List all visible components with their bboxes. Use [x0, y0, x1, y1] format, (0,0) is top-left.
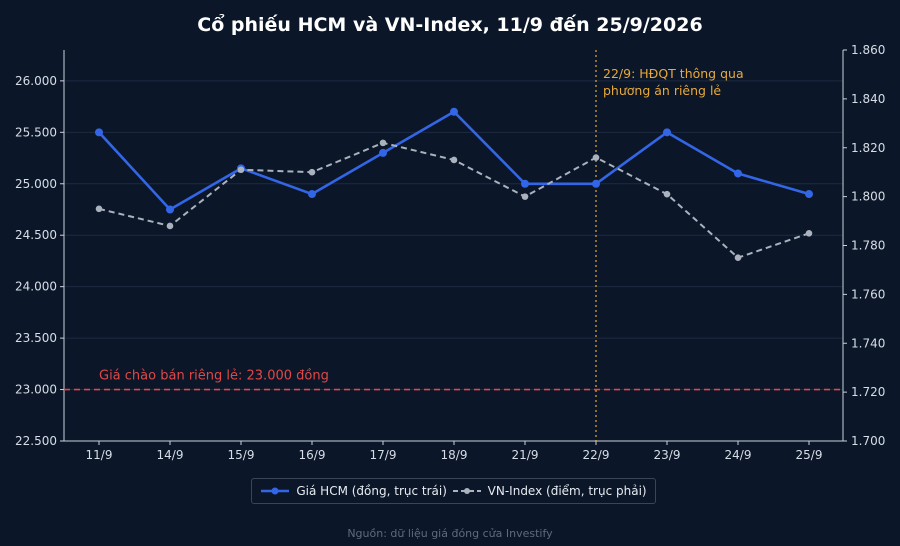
x-tick-label: 14/9	[157, 448, 184, 462]
y-left-tick-label: 25.500	[15, 125, 57, 139]
data-point-hcm	[592, 179, 600, 188]
data-point-hcm	[95, 128, 103, 137]
x-tick-label: 25/9	[796, 448, 823, 462]
y-left-tick-label: 26.000	[15, 74, 57, 88]
y-left-tick-label: 23.000	[15, 383, 57, 397]
legend-label-vnindex: VN-Index (điểm, trục phải)	[487, 484, 647, 498]
legend-item-hcm: Giá HCM (đồng, trục trái)	[260, 484, 447, 498]
x-tick-label: 24/9	[725, 448, 752, 462]
data-point-vnindex	[663, 190, 671, 198]
data-point-vnindex	[592, 154, 600, 161]
data-point-vnindex	[521, 193, 529, 200]
data-point-vnindex	[379, 139, 387, 147]
data-point-hcm	[663, 128, 671, 137]
x-tick-label: 22/9	[583, 448, 610, 462]
event-label: phương án riêng lẻ	[603, 83, 721, 98]
y-right-tick-label: 1.860	[851, 43, 885, 57]
data-point-vnindex	[237, 166, 245, 174]
data-point-vnindex	[734, 254, 742, 262]
data-point-hcm	[521, 179, 529, 188]
x-tick-label: 17/9	[370, 448, 397, 462]
x-tick-label: 23/9	[654, 448, 681, 462]
x-tick-label: 16/9	[299, 448, 326, 462]
y-right-tick-label: 1.800	[851, 190, 885, 204]
data-point-hcm	[734, 169, 742, 178]
y-right-tick-label: 1.840	[851, 92, 885, 106]
y-right-tick-label: 1.780	[851, 239, 885, 253]
data-point-hcm	[805, 190, 813, 199]
legend-item-vnindex: VN-Index (điểm, trục phải)	[452, 484, 647, 498]
y-left-tick-label: 24.500	[15, 228, 57, 242]
data-point-vnindex	[805, 229, 813, 237]
legend-swatch-hcm	[261, 487, 290, 495]
y-left-tick-label: 25.000	[15, 177, 57, 191]
y-right-tick-label: 1.720	[851, 385, 885, 399]
y-right-tick-label: 1.700	[851, 434, 885, 448]
data-point-vnindex	[450, 156, 458, 164]
chart-title: Cổ phiếu HCM và VN-Index, 11/9 đến 25/9/…	[197, 14, 703, 36]
data-point-vnindex	[166, 222, 174, 230]
data-point-vnindex	[95, 205, 103, 213]
source-note: Nguồn: dữ liệu giá đóng cửa Investify	[347, 527, 553, 540]
legend-label-hcm: Giá HCM (đồng, trục trái)	[296, 484, 447, 498]
data-point-hcm	[308, 190, 316, 199]
x-tick-label: 11/9	[86, 448, 113, 462]
x-tick-label: 18/9	[441, 448, 468, 462]
data-point-hcm	[379, 148, 387, 157]
x-tick-label: 21/9	[512, 448, 539, 462]
y-left-tick-label: 22.500	[15, 434, 57, 448]
y-right-tick-label: 1.740	[851, 336, 885, 350]
legend-swatch-vnindex	[452, 488, 481, 494]
y-right-tick-label: 1.820	[851, 141, 885, 155]
chart-legend: Giá HCM (đồng, trục trái) VN-Index (điểm…	[251, 478, 656, 504]
y-left-tick-label: 23.500	[15, 331, 57, 345]
data-point-vnindex	[308, 168, 316, 176]
data-point-hcm	[166, 205, 174, 214]
x-tick-label: 15/9	[228, 448, 255, 462]
event-label: 22/9: HĐQT thông qua	[603, 66, 744, 81]
y-right-tick-label: 1.760	[851, 287, 885, 301]
data-point-hcm	[450, 107, 458, 116]
reference-line-label: Giá chào bán riêng lẻ: 23.000 đồng	[99, 369, 329, 384]
y-left-tick-label: 24.000	[15, 280, 57, 294]
